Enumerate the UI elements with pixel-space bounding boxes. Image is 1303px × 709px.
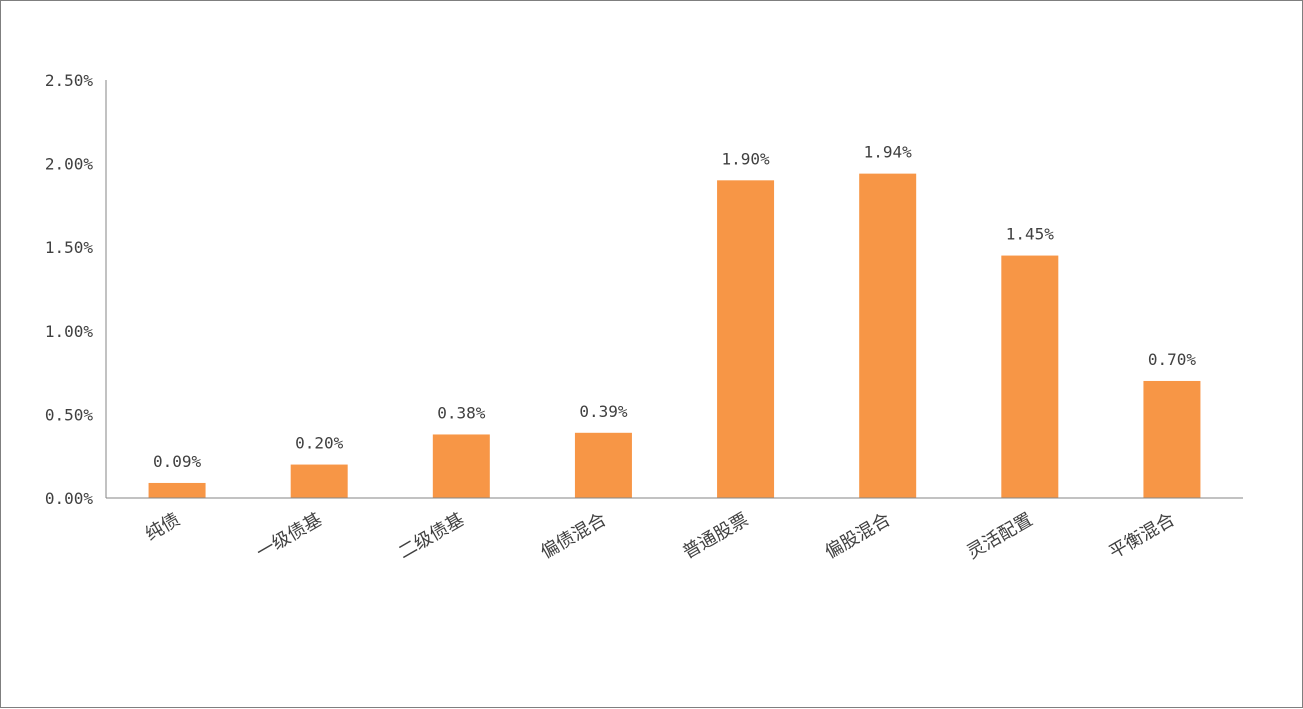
x-tick-label: 纯债 — [142, 509, 184, 545]
data-label: 1.94% — [864, 143, 913, 162]
data-label: 1.45% — [1006, 225, 1055, 244]
bar — [859, 173, 917, 498]
y-tick-label: 2.50% — [45, 71, 94, 90]
bar — [290, 464, 348, 498]
x-tick-label: 一级债基 — [253, 509, 326, 563]
y-tick-label: 2.00% — [45, 155, 94, 174]
x-tick-label: 偏股混合 — [821, 509, 894, 563]
x-tick-label: 偏债混合 — [537, 509, 610, 563]
data-label: 1.90% — [721, 149, 770, 168]
bar — [432, 434, 490, 498]
data-label: 0.20% — [295, 434, 344, 453]
bar — [574, 432, 632, 498]
data-label: 0.39% — [579, 402, 628, 421]
y-tick-label: 0.50% — [45, 405, 94, 424]
y-tick-label: 0.00% — [45, 489, 94, 508]
x-tick-label: 平衡混合 — [1106, 509, 1179, 563]
x-tick-label: 普通股票 — [679, 509, 752, 563]
bar — [148, 482, 206, 498]
y-tick-label: 1.00% — [45, 322, 94, 341]
y-tick-label: 1.50% — [45, 238, 94, 257]
data-label: 0.70% — [1148, 350, 1197, 369]
bar — [1001, 255, 1059, 498]
data-label: 0.09% — [153, 452, 202, 471]
x-tick-label: 二级债基 — [395, 509, 468, 563]
x-tick-label: 灵活配置 — [963, 509, 1036, 563]
bar — [1143, 380, 1201, 498]
data-label: 0.38% — [437, 403, 486, 422]
bar — [717, 180, 775, 498]
